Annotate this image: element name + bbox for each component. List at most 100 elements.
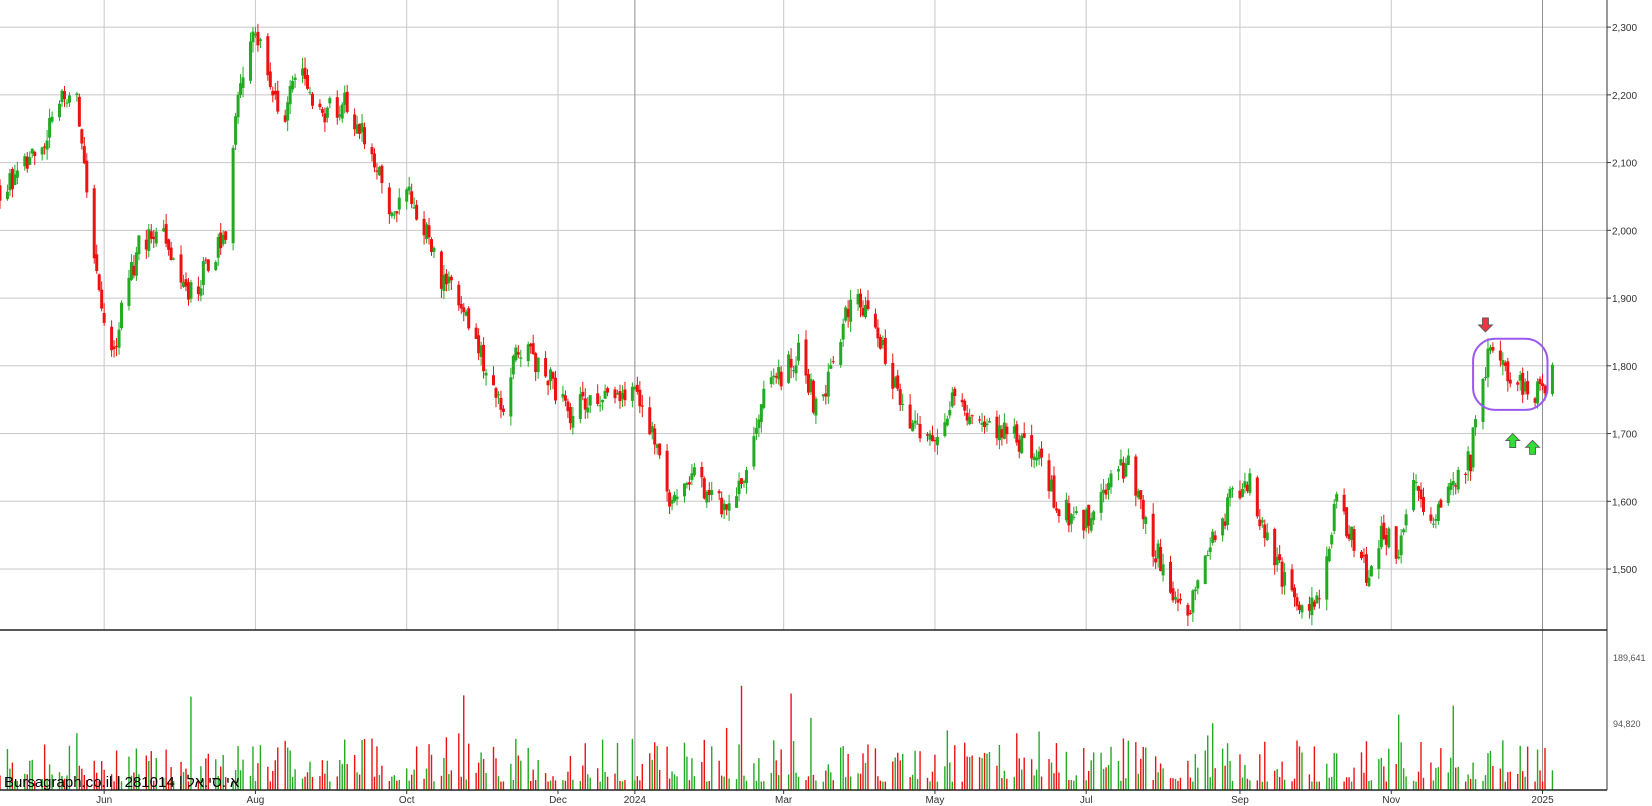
candle-body [1084,509,1088,529]
candle-body [737,480,741,495]
candle-body [112,346,116,350]
candle-body [256,31,260,46]
candle-body [804,339,808,376]
date-axis: Jun Aug Oct Dec 2024 Mar May Jul Sep Nov 2025 [96,790,1554,806]
candle-body [1263,524,1267,539]
candle-body [1491,347,1495,351]
candle-body [960,399,964,403]
date-tick-label: Jun [96,795,112,806]
candle-body [908,404,912,429]
candle-body [102,313,106,323]
candle-body [516,352,520,355]
candle-body [1474,419,1478,428]
candle-body [380,165,384,184]
candle-body [1362,555,1366,557]
candle-body [1364,554,1368,583]
candle-body [147,229,151,251]
candle-body [496,394,500,396]
candle-body [1481,378,1485,423]
price-tick-label: 2,300 [1612,23,1637,34]
candle-body [1345,507,1349,537]
candle-body [601,399,605,403]
candle-body [965,412,969,421]
candle-body [1469,454,1473,472]
candle-body [700,466,704,478]
candle-body [1156,543,1160,559]
candle-body [675,496,679,500]
candle-body [774,375,778,378]
candle-body [1310,597,1314,616]
candle-body [1104,489,1108,495]
candle-body [623,389,627,401]
candle-body [1191,590,1195,613]
candle-body [134,252,138,276]
price-tick-label: 2,200 [1612,91,1637,102]
candle-body [690,473,694,480]
price-tick-label: 1,700 [1612,430,1637,441]
candle-body [1290,569,1294,591]
candle-body [291,80,295,90]
candle-body [935,437,939,446]
candle-body [303,67,307,79]
candle-body [189,282,193,299]
candle-body [1456,469,1460,490]
candle-body [1067,503,1071,526]
candle-body [943,422,947,437]
candle-body [358,123,362,134]
candle-body [1342,494,1346,512]
candle-body [1312,601,1316,607]
candle-body [80,129,84,144]
candle-body [1536,381,1540,404]
watermark-text: Bursagraph.co.il | 281014 | אי.סי.אל [4,774,240,791]
candle-body [948,410,952,416]
candle-body [983,421,987,427]
candle-body [1169,561,1173,593]
candle-body [1421,497,1425,512]
candle-body [241,77,245,88]
date-tick-label: Nov [1382,795,1400,806]
candle-body [685,482,689,485]
candle-body [1501,360,1505,365]
candle-body [968,416,972,425]
candle-body [725,504,729,510]
candle-body [826,371,830,397]
candle-body [1394,526,1398,559]
candle-body [1064,499,1068,521]
candle-body [640,405,644,407]
candle-body [392,214,396,216]
candle-body [811,380,815,413]
candle-body [1278,554,1282,561]
candle-body [945,418,949,426]
candle-body [40,147,44,155]
candle-body [1258,519,1262,527]
candle-body [1087,504,1091,526]
candle-body [866,300,870,310]
candle-body [43,146,47,148]
candle-body [566,401,570,412]
candle-body [95,254,99,271]
candle-body [1387,528,1391,548]
candle-body [100,289,104,309]
candle-body [596,393,600,404]
candle-body [1412,479,1416,511]
candle-body [33,151,37,156]
candle-body [670,499,674,504]
candle-body [1471,427,1475,468]
candle-body [1032,456,1036,460]
candle-body [23,156,27,167]
candle-body [407,186,411,191]
candle-body [1369,566,1373,577]
candle-body [162,228,166,232]
candle-body [276,90,280,112]
candle-body [201,261,205,286]
candle-body [787,354,791,383]
candle-body [1255,477,1259,517]
candle-body [878,336,882,349]
candle-body [219,232,223,249]
candle-body [273,90,277,95]
candle-body [1223,521,1227,526]
candle-body [439,251,443,289]
candle-body [1526,381,1530,395]
candle-body [75,93,79,96]
candle-body [457,284,461,306]
